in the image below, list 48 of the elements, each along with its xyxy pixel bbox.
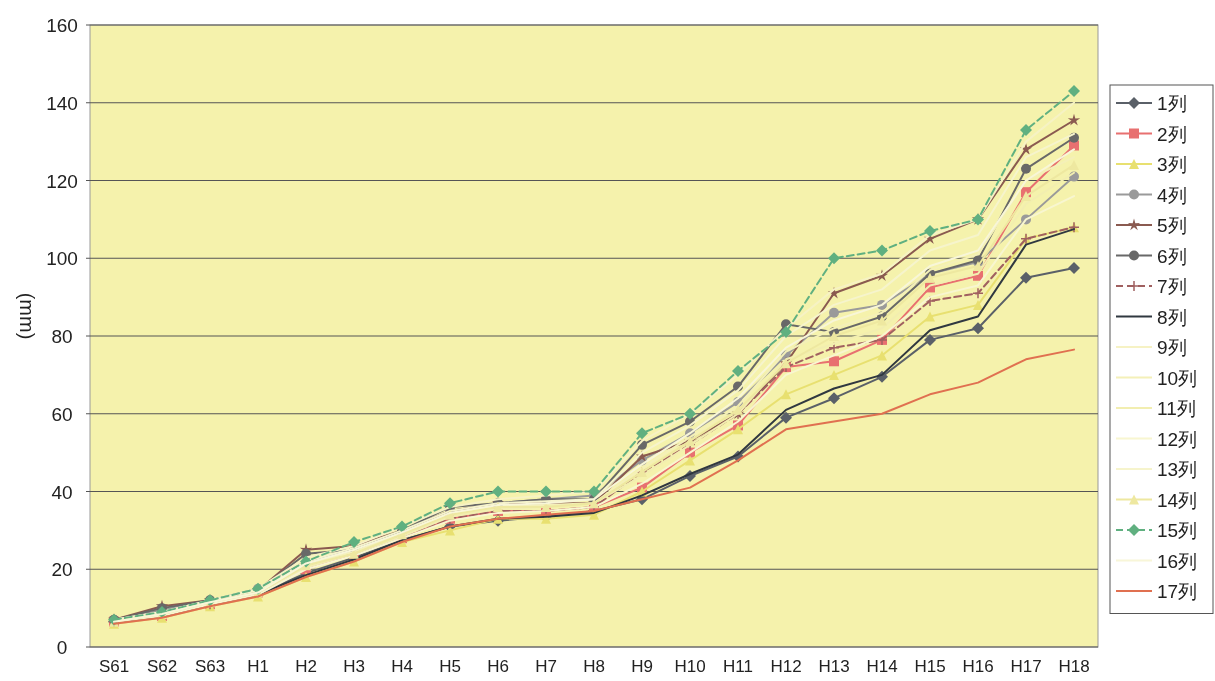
x-tick-label: H14 <box>866 657 898 676</box>
x-tick-label: H13 <box>818 657 850 676</box>
y-tick-label: 20 <box>51 559 73 581</box>
y-tick-label: 140 <box>46 92 78 114</box>
legend-label: 7列 <box>1157 276 1187 297</box>
legend-label: 15列 <box>1157 520 1198 541</box>
y-axis-title: (mm) <box>16 292 38 340</box>
legend-label: 6列 <box>1157 245 1187 267</box>
x-tick-label: S63 <box>194 657 226 676</box>
y-tick-label: 80 <box>51 326 73 347</box>
legend-label: 9列 <box>1157 337 1187 358</box>
x-tick-label: H6 <box>487 657 509 676</box>
legend-label: 8列 <box>1157 306 1187 328</box>
x-tick-label: S62 <box>146 657 178 676</box>
x-tick-label: H12 <box>770 657 802 676</box>
y-tick-label: 120 <box>46 170 78 192</box>
x-tick-label: H1 <box>247 657 269 676</box>
legend-label: 2列 <box>1157 123 1187 145</box>
legend-label: 5列 <box>1157 215 1187 236</box>
legend-label: 16列 <box>1157 550 1198 572</box>
legend-label: 11列 <box>1157 398 1196 419</box>
x-tick-label: H15 <box>914 657 946 676</box>
legend-label: 10列 <box>1157 367 1198 389</box>
x-tick-label: H4 <box>391 657 413 676</box>
x-tick-label: H9 <box>631 657 653 676</box>
y-tick-label: 160 <box>46 15 78 36</box>
legend-label: 13列 <box>1157 459 1198 480</box>
y-tick-label: 100 <box>46 248 78 270</box>
x-tick-label: S61 <box>98 657 130 676</box>
x-tick-label: H10 <box>674 657 706 676</box>
legend-label: 4列 <box>1157 184 1187 206</box>
x-tick-label: H5 <box>439 657 461 676</box>
x-tick-label: H18 <box>1058 657 1090 676</box>
y-tick-label: 0 <box>56 637 68 658</box>
x-tick-label: H16 <box>962 657 994 676</box>
legend-label: 1列 <box>1157 93 1187 114</box>
legend-label: 12列 <box>1157 428 1198 450</box>
x-tick-label: H2 <box>295 657 317 676</box>
x-tick-label: H7 <box>535 657 557 676</box>
y-tick-label: 40 <box>51 481 73 503</box>
legend-label: 3列 <box>1157 154 1187 175</box>
x-tick-label: H11 <box>723 657 753 676</box>
legend-label: 14列 <box>1157 489 1198 511</box>
x-tick-label: H17 <box>1010 657 1042 676</box>
legend-label: 17列 <box>1157 581 1198 602</box>
x-tick-label: H3 <box>343 657 365 676</box>
x-tick-label: H8 <box>583 657 605 676</box>
y-tick-label: 60 <box>51 403 73 425</box>
